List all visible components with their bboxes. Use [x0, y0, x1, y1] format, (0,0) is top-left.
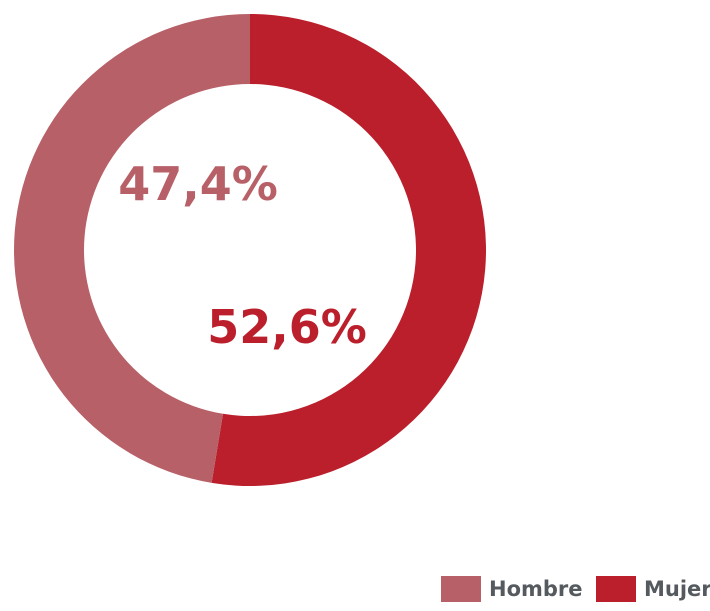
legend-swatch-mujer: [596, 576, 636, 602]
data-label-mujer: 52,6%: [207, 300, 367, 354]
legend-swatch-hombre: [441, 576, 481, 602]
slice-mujer: [211, 14, 487, 486]
legend-item-hombre: Hombre: [441, 576, 583, 602]
legend-item-mujer: Mujer: [596, 576, 710, 602]
data-label-hombre: 47,4%: [118, 157, 278, 211]
donut-chart: 47,4% 52,6%: [14, 14, 487, 486]
slice-hombre: [14, 14, 251, 483]
legend-label-mujer: Mujer: [644, 577, 710, 601]
legend-label-hombre: Hombre: [489, 577, 583, 601]
